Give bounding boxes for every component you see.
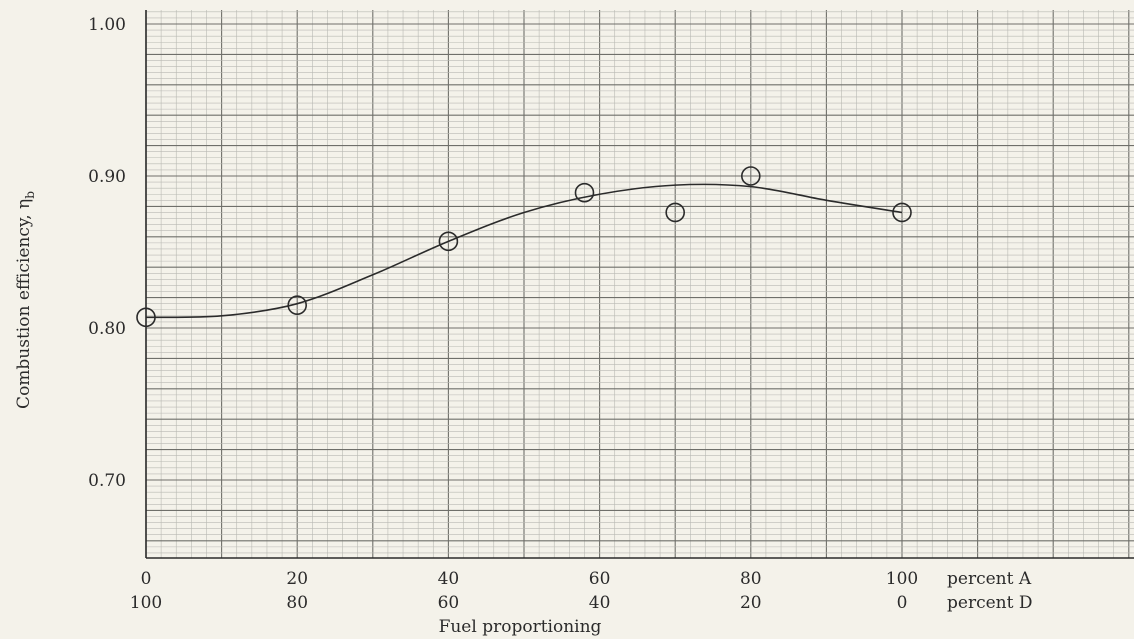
y-tick-label: 1.00 — [88, 15, 126, 35]
data-point — [740, 166, 761, 186]
data-point — [574, 182, 595, 203]
x-tick-suffix-a: percent A — [947, 569, 1032, 589]
x-tick-label-d: 100 — [130, 593, 162, 613]
data-points — [136, 166, 912, 328]
y-tick-label: 0.90 — [88, 167, 126, 187]
data-point — [136, 307, 156, 328]
data-point — [438, 231, 459, 252]
plot-background — [146, 10, 1134, 558]
data-point — [892, 202, 912, 223]
x-tick-label-d: 20 — [740, 593, 762, 613]
x-tick-label-d: 60 — [438, 593, 460, 613]
x-tick-label-d: 0 — [897, 593, 908, 613]
x-tick-label-a: 40 — [438, 569, 460, 589]
x-tick-label-a: 60 — [589, 569, 611, 589]
x-tick-label-a: 0 — [141, 569, 152, 589]
fit-curve-layer — [145, 183, 903, 319]
x-tick-suffix-d: percent D — [947, 593, 1032, 613]
x-tick-label-a: 20 — [286, 569, 308, 589]
data-point — [665, 202, 686, 223]
y-axis-label: Combustion efficiency, ηb — [14, 191, 37, 409]
tick-labels: 0.70 0.80 0.90 1.00 0 100 20 80 40 60 60 40 80 20 100 0… — [88, 15, 1032, 613]
y-tick-label: 0.80 — [88, 319, 126, 339]
fit-curve — [145, 183, 903, 319]
x-tick-label-d: 80 — [286, 593, 308, 613]
chart-axes — [145, 10, 1134, 559]
data-point — [287, 295, 308, 316]
chart-grid — [145, 10, 1134, 558]
y-axis-label-subscript: b — [23, 191, 37, 199]
x-tick-label-a: 100 — [886, 569, 918, 589]
x-tick-label-a: 80 — [740, 569, 762, 589]
x-tick-label-d: 40 — [589, 593, 611, 613]
y-axis-label-main: Combustion efficiency, η — [14, 199, 34, 409]
y-tick-label: 0.70 — [88, 471, 126, 491]
x-axis-label: Fuel proportioning — [439, 617, 602, 637]
